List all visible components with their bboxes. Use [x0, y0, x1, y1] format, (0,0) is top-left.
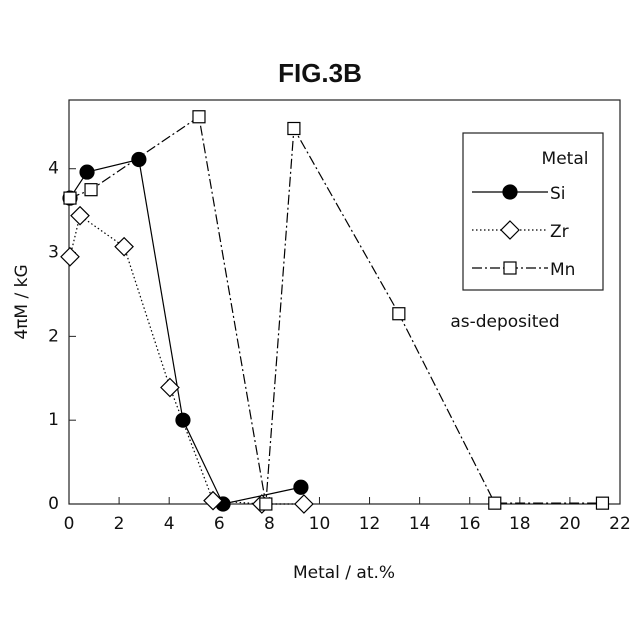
annotation: as-deposited: [450, 312, 559, 332]
marker: [596, 497, 608, 509]
legend-marker: [503, 185, 517, 199]
x-tick-label: 16: [459, 514, 481, 534]
marker: [393, 308, 405, 320]
marker: [489, 497, 501, 509]
y-tick-label: 0: [48, 494, 59, 514]
chart: FIG.3B Metal / at.% 4πM / kG as-deposite…: [0, 0, 640, 640]
legend-label: Si: [550, 184, 566, 204]
marker: [64, 192, 76, 204]
marker: [85, 184, 97, 196]
y-tick-label: 1: [48, 410, 59, 430]
x-tick-label: 10: [309, 514, 331, 534]
x-tick-label: 0: [64, 514, 75, 534]
x-tick-label: 18: [509, 514, 531, 534]
x-tick-label: 20: [559, 514, 581, 534]
x-tick-label: 2: [114, 514, 125, 534]
marker: [193, 111, 205, 123]
y-axis-label: 4πM / kG: [12, 264, 32, 339]
chart-title: FIG.3B: [278, 58, 362, 88]
y-tick-label: 2: [48, 326, 59, 346]
x-tick-label: 8: [264, 514, 275, 534]
marker: [176, 413, 190, 427]
x-tick-label: 6: [214, 514, 225, 534]
x-tick-label: 14: [409, 514, 431, 534]
marker: [295, 495, 313, 513]
marker: [288, 122, 300, 134]
legend-marker: [504, 262, 516, 274]
legend-label: Zr: [550, 222, 569, 242]
marker: [61, 248, 79, 266]
marker: [260, 498, 272, 510]
legend-label: Mn: [550, 260, 575, 280]
marker: [80, 165, 94, 179]
marker: [71, 207, 89, 225]
y-tick-label: 4: [48, 159, 59, 179]
x-axis-label: Metal / at.%: [293, 563, 395, 583]
x-tick-label: 12: [359, 514, 381, 534]
series-line: [70, 160, 301, 504]
marker: [115, 238, 133, 256]
y-tick-label: 3: [48, 243, 59, 263]
x-tick-label: 22: [609, 514, 631, 534]
marker: [294, 480, 308, 494]
x-tick-label: 4: [164, 514, 175, 534]
marker: [132, 153, 146, 167]
legend-title: Metal: [542, 149, 589, 169]
